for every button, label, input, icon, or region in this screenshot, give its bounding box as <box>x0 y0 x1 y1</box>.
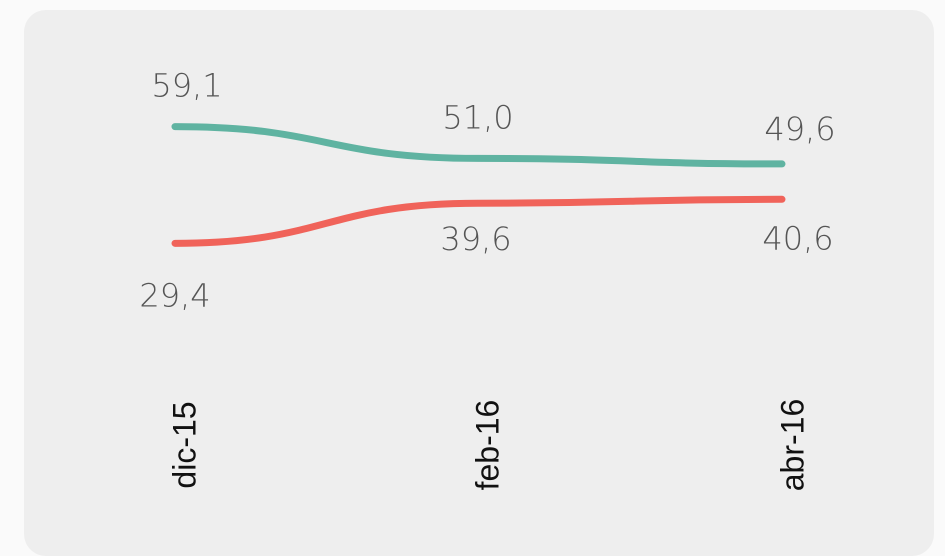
data-label: 29,4 <box>139 276 210 314</box>
chart-card <box>24 10 934 556</box>
series-line-1 <box>171 123 786 168</box>
x-tick-label: abr-16 <box>774 399 810 492</box>
data-label: 51,0 <box>442 98 513 136</box>
x-tick-label: dic-15 <box>166 401 202 488</box>
data-label: 39,6 <box>440 220 511 258</box>
data-label: 59,1 <box>151 67 222 105</box>
data-label: 49,6 <box>764 110 835 148</box>
series-line-2 <box>171 195 786 247</box>
x-tick-label: feb-16 <box>469 400 505 491</box>
data-label: 40,6 <box>762 219 833 257</box>
